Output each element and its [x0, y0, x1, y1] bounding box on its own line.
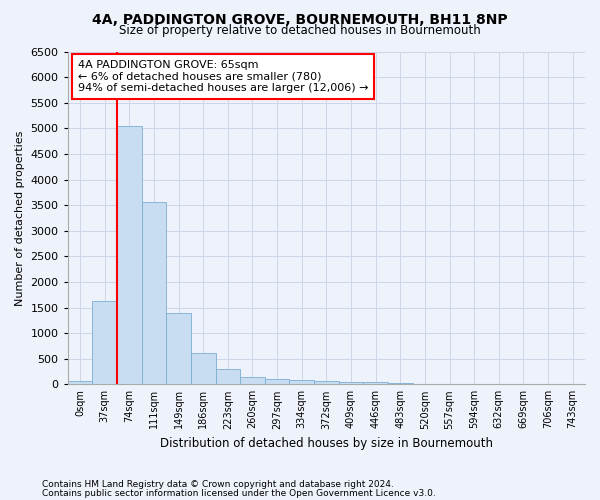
Bar	[68, 381, 92, 384]
Bar	[289, 380, 314, 384]
Text: Contains HM Land Registry data © Crown copyright and database right 2024.: Contains HM Land Registry data © Crown c…	[42, 480, 394, 489]
Bar	[265, 379, 289, 384]
Bar	[142, 202, 166, 384]
Y-axis label: Number of detached properties: Number of detached properties	[15, 130, 25, 306]
Bar	[314, 382, 338, 384]
Text: 4A, PADDINGTON GROVE, BOURNEMOUTH, BH11 8NP: 4A, PADDINGTON GROVE, BOURNEMOUTH, BH11 …	[92, 12, 508, 26]
Text: Contains public sector information licensed under the Open Government Licence v3: Contains public sector information licen…	[42, 488, 436, 498]
X-axis label: Distribution of detached houses by size in Bournemouth: Distribution of detached houses by size …	[160, 437, 493, 450]
Bar	[166, 312, 191, 384]
Bar	[240, 377, 265, 384]
Bar	[92, 301, 117, 384]
Bar	[338, 382, 364, 384]
Text: 4A PADDINGTON GROVE: 65sqm
← 6% of detached houses are smaller (780)
94% of semi: 4A PADDINGTON GROVE: 65sqm ← 6% of detac…	[78, 60, 368, 93]
Bar	[215, 369, 240, 384]
Bar	[191, 352, 215, 384]
Text: Size of property relative to detached houses in Bournemouth: Size of property relative to detached ho…	[119, 24, 481, 37]
Bar	[117, 126, 142, 384]
Bar	[364, 382, 388, 384]
